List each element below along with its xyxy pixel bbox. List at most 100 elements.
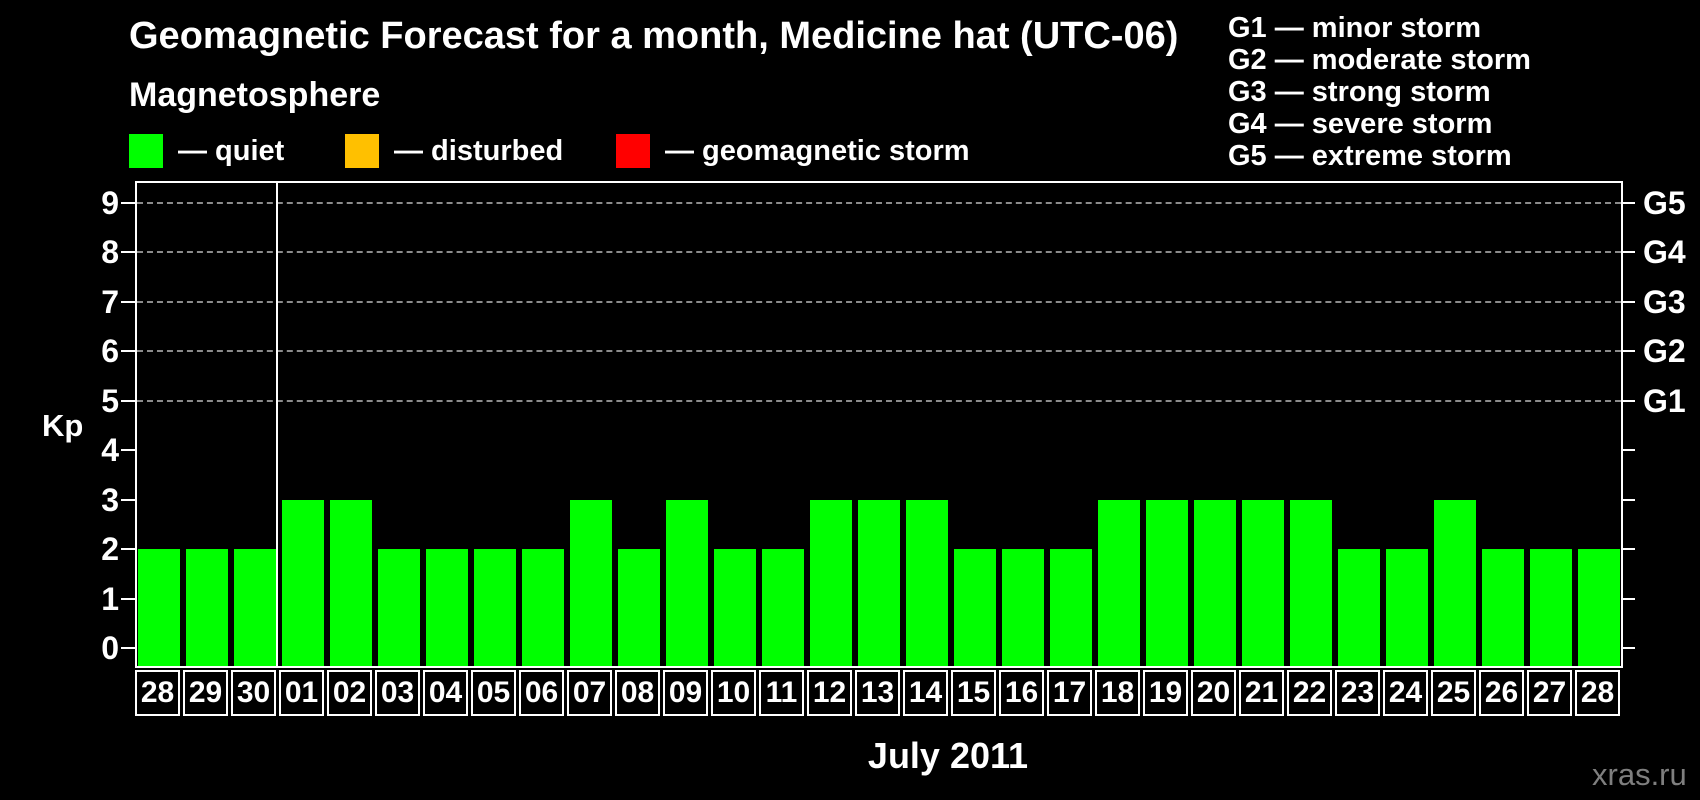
month-separator-line	[276, 183, 278, 666]
kp-bar	[1194, 499, 1236, 666]
day-label-cell: 28	[135, 670, 180, 716]
day-label-cell: 07	[567, 670, 612, 716]
disturbed-swatch-icon	[345, 134, 379, 168]
legend-label: — geomagnetic storm	[665, 134, 970, 167]
y-axis-label: 0	[101, 630, 119, 666]
y-axis-label: 3	[101, 481, 119, 518]
day-label-cell: 04	[423, 670, 468, 716]
day-label-cell: 29	[183, 670, 228, 716]
kp-bar	[1242, 499, 1284, 666]
kp-bar	[1146, 499, 1188, 666]
day-label-cell: 23	[1335, 670, 1380, 716]
day-label-cell: 14	[903, 670, 948, 716]
x-axis-title: July 2011	[867, 735, 1029, 776]
y-axis-tick	[1621, 498, 1635, 501]
day-label-cell: 06	[519, 670, 564, 716]
kp-bar	[474, 549, 516, 666]
kp-bar	[1386, 549, 1428, 666]
kp-bar	[426, 549, 468, 666]
day-label-cell: 15	[951, 670, 996, 716]
y-axis-tick	[1621, 350, 1635, 352]
kp-bar	[906, 499, 948, 666]
kp-bar	[762, 549, 804, 666]
g-axis-label: G4	[1643, 234, 1686, 270]
y-axis-tick	[121, 449, 135, 451]
y-axis-label: 8	[101, 234, 119, 270]
y-axis-label: 1	[101, 580, 119, 617]
day-label-cell: 28	[1575, 670, 1620, 716]
y-axis-tick	[121, 597, 135, 600]
day-label-cell: 09	[663, 670, 708, 716]
day-label-cell: 17	[1047, 670, 1092, 716]
y-axis-tick	[1621, 548, 1635, 550]
y-axis-tick	[1621, 449, 1635, 451]
day-label-cell: 16	[999, 670, 1044, 716]
kp-bar	[618, 549, 660, 666]
gridline	[137, 399, 1621, 402]
kp-bar	[330, 499, 372, 666]
day-label-cell: 08	[615, 670, 660, 716]
day-label-cell: 20	[1191, 670, 1236, 716]
g-axis-label: G2	[1643, 333, 1686, 369]
kp-bar	[810, 499, 852, 666]
magnetosphere-label: Magnetosphere	[129, 76, 381, 114]
y-axis-title: Kp	[42, 408, 84, 443]
legend-item-disturbed: — disturbed	[345, 134, 563, 168]
y-axis-tick	[121, 498, 135, 501]
kp-bar	[1098, 499, 1140, 666]
y-axis-tick	[121, 350, 135, 352]
kp-bar	[1482, 549, 1524, 666]
y-axis-label: 5	[101, 382, 119, 419]
kp-bar	[1338, 549, 1380, 666]
kp-bar	[282, 499, 324, 666]
legend-item-storm: — geomagnetic storm	[616, 134, 970, 168]
gridline	[137, 300, 1621, 303]
y-axis-tick	[1621, 647, 1635, 649]
storm-swatch-icon	[616, 134, 650, 168]
day-label-cell: 30	[231, 670, 276, 716]
kp-bar	[570, 499, 612, 666]
kp-bar	[138, 549, 180, 666]
day-label-cell: 26	[1479, 670, 1524, 716]
y-axis-label: 9	[101, 184, 119, 221]
y-axis-label: 6	[101, 333, 119, 369]
kp-bar	[1530, 549, 1572, 666]
page-title: Geomagnetic Forecast for a month, Medici…	[129, 15, 1179, 57]
g-scale-legend: G1 — minor storm G2 — moderate storm G3 …	[1228, 12, 1531, 172]
day-label-cell: 19	[1143, 670, 1188, 716]
day-label-cell: 10	[711, 670, 756, 716]
y-axis-tick	[121, 548, 135, 550]
quiet-swatch-icon	[129, 134, 163, 168]
g-scale-line: G4 — severe storm	[1228, 108, 1493, 140]
y-axis-tick	[1621, 399, 1635, 402]
day-label-cell: 05	[471, 670, 516, 716]
legend-item-quiet: — quiet	[129, 134, 284, 168]
day-label-cell: 27	[1527, 670, 1572, 716]
day-label-cell: 02	[327, 670, 372, 716]
g-scale-line: G1 — minor storm	[1228, 12, 1481, 44]
y-axis-tick	[121, 647, 135, 649]
y-axis-tick	[121, 251, 135, 253]
gridline	[137, 201, 1621, 204]
kp-bar	[522, 549, 564, 666]
kp-bar	[234, 549, 276, 666]
day-label-cell: 01	[279, 670, 324, 716]
y-axis-tick	[121, 399, 135, 402]
kp-bar	[186, 549, 228, 666]
kp-bar	[714, 549, 756, 666]
day-label-cell: 24	[1383, 670, 1428, 716]
g-scale-line: G5 — extreme storm	[1228, 140, 1512, 172]
legend-label: — disturbed	[394, 134, 564, 167]
kp-bar	[1434, 499, 1476, 666]
kp-bar	[1002, 549, 1044, 666]
legend-label: — quiet	[178, 134, 285, 167]
gridline	[137, 350, 1621, 352]
y-axis-tick	[1621, 300, 1635, 303]
day-label-cell: 12	[807, 670, 852, 716]
kp-bar	[1290, 499, 1332, 666]
g-axis-label: G1	[1643, 382, 1686, 419]
g-axis-label: G5	[1643, 184, 1686, 221]
y-axis-label: 2	[101, 531, 119, 567]
y-axis-label: 7	[101, 283, 119, 320]
day-label-cell: 18	[1095, 670, 1140, 716]
